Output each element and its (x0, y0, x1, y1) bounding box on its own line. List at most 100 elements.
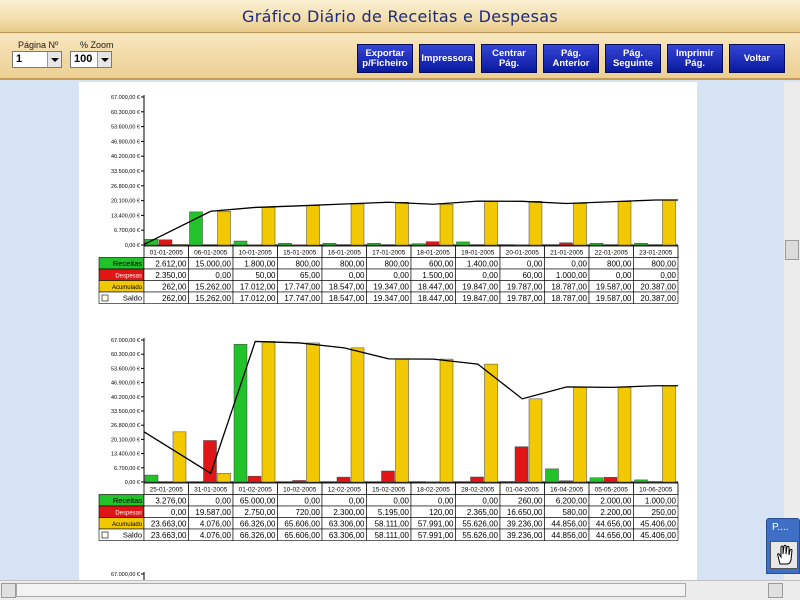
data-label: 39.236,00 (507, 519, 543, 528)
receitas-bar (411, 243, 426, 246)
receitas-bar (589, 477, 604, 483)
acumulado-bar (395, 358, 409, 483)
acumulado-bar (439, 358, 454, 483)
zoom-select[interactable]: 100 (70, 51, 112, 68)
data-label: 120,00 (429, 508, 454, 517)
acumulado-bar (528, 398, 543, 483)
data-label: 65.000,00 (240, 496, 276, 505)
printer-button[interactable]: Impressora (419, 44, 475, 73)
acumulado-bar (172, 431, 187, 483)
despesas-bar (603, 477, 618, 483)
data-label: 58.111,00 (375, 531, 410, 540)
legend-label: Receitas (113, 496, 142, 505)
data-label: 44.656,00 (596, 519, 632, 528)
scroll-right-icon[interactable] (768, 583, 783, 598)
data-label: 17.012,00 (240, 294, 276, 303)
category-label: 05-05-2005 (595, 487, 629, 494)
data-label: 50,00 (255, 271, 276, 280)
data-label: 44.656,00 (596, 531, 632, 540)
data-label: 15.262,00 (195, 282, 231, 291)
data-label: 66.326,00 (240, 519, 276, 528)
data-label: 19.347,00 (373, 294, 409, 303)
chevron-down-icon[interactable] (97, 52, 111, 67)
export-file-button[interactable]: Exportar p/Ficheiro (357, 44, 413, 73)
center-page-button[interactable]: Centrar Pág. (481, 44, 537, 73)
report-page: 67.000,00 € 60.300,00 € 53.600,00 € 46.900,… (79, 82, 697, 580)
data-label: 19.787,00 (507, 282, 543, 291)
despesas-bar (559, 480, 573, 483)
data-label: 18.547,00 (329, 282, 365, 291)
despesas-bar (292, 480, 306, 483)
y-tick-label: 33.500,00 € (111, 169, 140, 175)
category-label: 18-02-2005 (417, 487, 451, 494)
despesas-bar (158, 239, 173, 246)
data-label: 0,00 (171, 508, 187, 517)
despesas-bar (336, 476, 351, 483)
panel-label: P.... (772, 522, 789, 533)
data-label: 60,00 (522, 271, 543, 280)
previous-page-button[interactable]: Pág. Anterior (543, 44, 599, 73)
y-tick-label: 20.100,00 € (111, 437, 140, 443)
horizontal-scrollbar[interactable] (0, 580, 800, 600)
data-label: 0,00 (527, 259, 543, 268)
y-tick-label: 60.300,00 € (111, 110, 140, 116)
data-label: 17.747,00 (284, 282, 320, 291)
category-label: 20-01-2005 (506, 250, 540, 257)
y-tick-label: 26.800,00 € (111, 423, 140, 429)
page-number-select[interactable]: 1 (12, 51, 62, 68)
acumulado-bar (439, 204, 454, 246)
receitas-bar (278, 242, 292, 246)
table-cell (633, 528, 679, 541)
hand-cursor-icon[interactable] (770, 541, 798, 569)
data-label: 17.747,00 (284, 294, 320, 303)
acumulado-bar (261, 341, 276, 483)
y-tick-label: 40.200,00 € (111, 395, 140, 401)
y-tick-label: 46.900,00 € (111, 381, 140, 387)
despesas-bar (648, 481, 662, 483)
data-label: 580,00 (563, 508, 588, 517)
despesas-bar (559, 242, 573, 246)
data-label: 0,00 (349, 271, 365, 280)
category-label: 10-02-2005 (283, 487, 317, 494)
despesas-bar (514, 446, 529, 483)
data-label: 0,00 (349, 496, 365, 505)
category-label: 19-01-2005 (461, 250, 495, 257)
legend-label: Despesas (115, 511, 142, 517)
horizontal-scroll-thumb[interactable] (16, 583, 686, 597)
chevron-down-icon[interactable] (47, 52, 61, 67)
category-label: 12-02-2005 (328, 487, 362, 494)
data-label: 800,00 (340, 259, 365, 268)
data-label: 19.587,00 (596, 294, 632, 303)
data-label: 44.856,00 (551, 519, 587, 528)
y-tick-label: 0,00 € (125, 243, 140, 249)
vertical-scrollbar[interactable] (784, 82, 800, 580)
category-label: 15-01-2005 (283, 250, 317, 257)
acumulado-bar (484, 363, 498, 483)
acumulado-bar (306, 205, 320, 246)
receitas-bar (634, 242, 648, 246)
floating-tool-panel[interactable]: P.... (766, 518, 800, 574)
scroll-left-icon[interactable] (1, 583, 16, 598)
data-label: 0,00 (215, 271, 231, 280)
receitas-bar (634, 479, 648, 483)
back-button[interactable]: Voltar (729, 44, 785, 73)
category-label: 06-01-2005 (194, 250, 228, 257)
y-tick-label: 67.000,00 € (111, 338, 140, 344)
next-page-button[interactable]: Pág. Seguinte (605, 44, 661, 73)
data-label: 4.076,00 (200, 519, 232, 528)
acumulado-bar (573, 386, 587, 483)
print-page-button[interactable]: Imprimir Pág. (667, 44, 723, 73)
data-label: 18.787,00 (551, 294, 587, 303)
acumulado-bar (217, 211, 231, 246)
data-label: 45.406,00 (640, 531, 676, 540)
data-label: 18.447,00 (418, 294, 454, 303)
category-label: 15-02-2005 (372, 487, 406, 494)
data-label: 0,00 (571, 259, 587, 268)
data-label: 44.856,00 (551, 531, 587, 540)
data-label: 63.306,00 (329, 519, 365, 528)
data-label: 18.547,00 (329, 294, 365, 303)
y-tick-label: 60.300,00 € (111, 352, 140, 358)
vertical-scroll-thumb[interactable] (785, 240, 799, 260)
category-label: 16-01-2005 (328, 250, 362, 257)
toolbar: Página Nº 1 % Zoom 100 Exportar p/Fichei… (0, 34, 800, 80)
